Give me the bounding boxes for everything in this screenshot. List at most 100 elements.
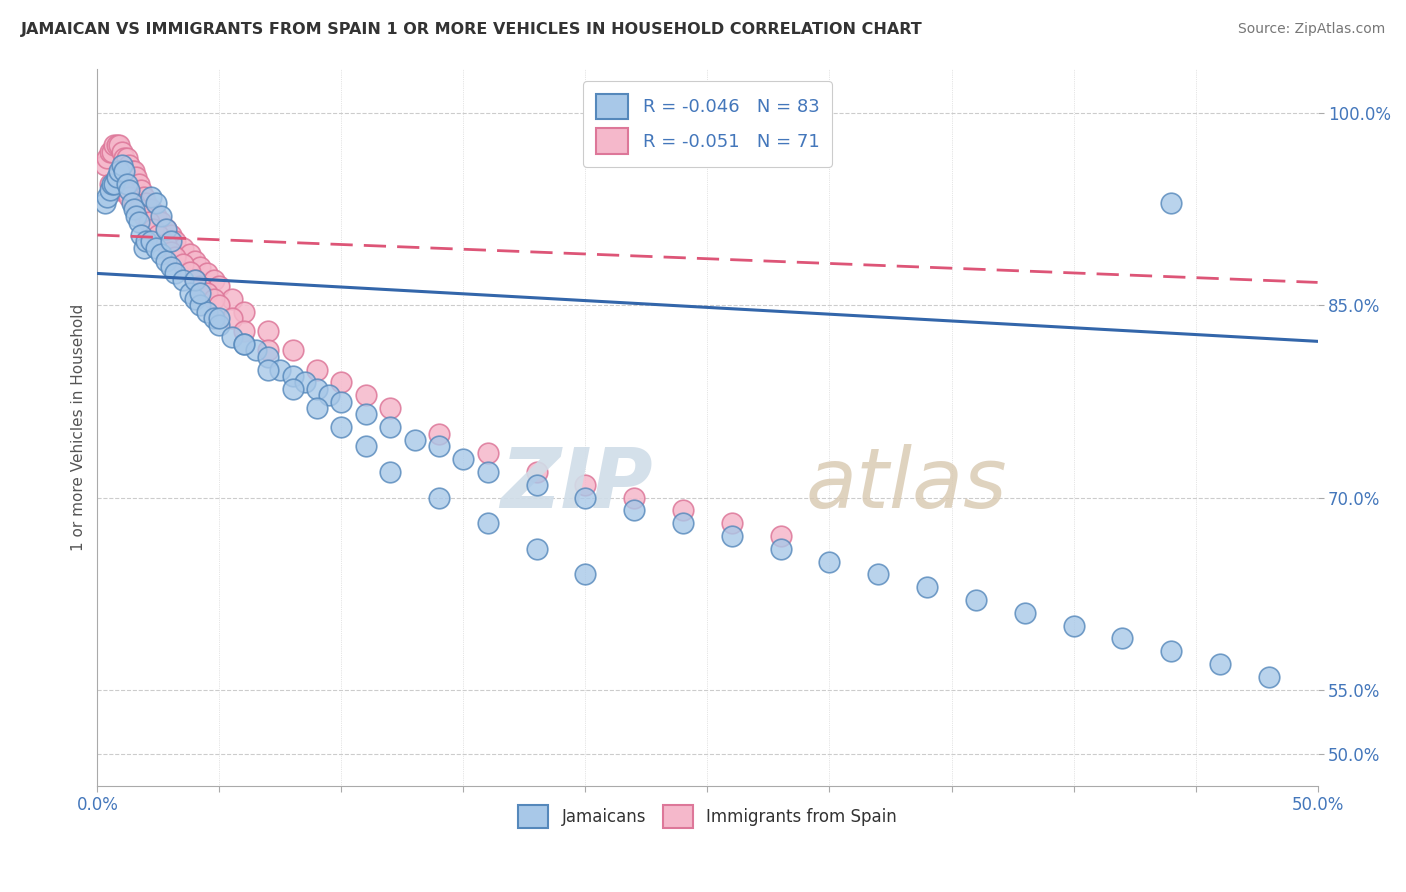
Point (101, 177, 124, 191)
Point (208, 311, 231, 326)
Point (149, 209, 172, 223)
Point (354, 439, 377, 453)
Point (112, 183, 135, 197)
Point (111, 145, 134, 159)
Point (195, 285, 218, 300)
Point (526, 477, 548, 491)
Point (108, 138, 131, 153)
Point (103, 138, 125, 153)
Point (142, 221, 165, 235)
Point (257, 343, 280, 358)
Point (965, 593, 987, 607)
Point (165, 267, 187, 281)
Point (165, 235, 187, 249)
Point (184, 292, 207, 306)
Point (477, 465, 499, 479)
Point (257, 350, 280, 364)
Point (305, 401, 328, 415)
Point (128, 202, 150, 217)
Point (208, 318, 231, 332)
Point (118, 183, 141, 197)
Point (188, 260, 211, 274)
Point (112, 164, 135, 178)
Point (232, 305, 254, 319)
Point (122, 196, 145, 211)
Point (281, 343, 304, 358)
Point (105, 138, 128, 153)
Point (294, 376, 316, 390)
Point (818, 555, 841, 569)
Point (915, 580, 938, 594)
Point (103, 177, 125, 191)
Y-axis label: 1 or more Vehicles in Household: 1 or more Vehicles in Household (72, 303, 86, 550)
Point (179, 247, 201, 261)
Point (305, 382, 328, 396)
Point (208, 298, 231, 312)
Point (159, 227, 181, 242)
Point (139, 189, 162, 203)
Text: atlas: atlas (806, 444, 1007, 525)
Point (122, 164, 145, 178)
Point (93, 158, 115, 172)
Point (155, 221, 177, 235)
Point (330, 376, 353, 390)
Point (179, 285, 201, 300)
Point (101, 145, 124, 159)
Point (269, 362, 291, 376)
Legend: Jamaicans, Immigrants from Spain: Jamaicans, Immigrants from Spain (512, 798, 904, 835)
Point (172, 258, 194, 272)
Point (115, 177, 138, 191)
Point (427, 491, 450, 505)
Point (125, 209, 148, 223)
Text: Source: ZipAtlas.com: Source: ZipAtlas.com (1237, 22, 1385, 37)
Point (93, 196, 115, 211)
Point (672, 516, 695, 531)
Point (380, 465, 402, 479)
Point (98, 177, 121, 191)
Point (1160, 196, 1182, 211)
Point (453, 452, 475, 467)
Point (245, 343, 267, 358)
Point (155, 221, 177, 235)
Point (427, 426, 450, 441)
Point (129, 183, 152, 197)
Point (195, 305, 218, 319)
Point (111, 158, 134, 172)
Point (195, 267, 218, 281)
Point (135, 235, 157, 249)
Point (118, 189, 141, 203)
Point (128, 215, 150, 229)
Text: JAMAICAN VS IMMIGRANTS FROM SPAIN 1 OR MORE VEHICLES IN HOUSEHOLD CORRELATION CH: JAMAICAN VS IMMIGRANTS FROM SPAIN 1 OR M… (21, 22, 922, 37)
Point (179, 265, 201, 279)
Point (135, 196, 157, 211)
Point (129, 227, 152, 242)
Point (427, 439, 450, 453)
Point (1257, 670, 1279, 684)
Point (574, 477, 596, 491)
Point (96, 151, 118, 165)
Point (122, 202, 145, 217)
Point (172, 273, 194, 287)
Point (257, 324, 280, 338)
Point (155, 237, 177, 252)
Point (188, 298, 211, 312)
Point (574, 567, 596, 582)
Point (354, 388, 377, 402)
Point (1063, 618, 1085, 632)
Point (281, 368, 304, 383)
Point (204, 273, 226, 287)
Point (105, 170, 128, 185)
Point (204, 311, 226, 326)
Text: ZIP: ZIP (501, 444, 652, 525)
Point (221, 330, 243, 344)
Point (115, 151, 138, 165)
Point (232, 337, 254, 351)
Point (98, 145, 121, 159)
Point (526, 541, 548, 556)
Point (96, 189, 118, 203)
Point (188, 279, 211, 293)
Point (721, 529, 744, 543)
Point (221, 311, 243, 326)
Point (204, 292, 226, 306)
Point (121, 164, 143, 178)
